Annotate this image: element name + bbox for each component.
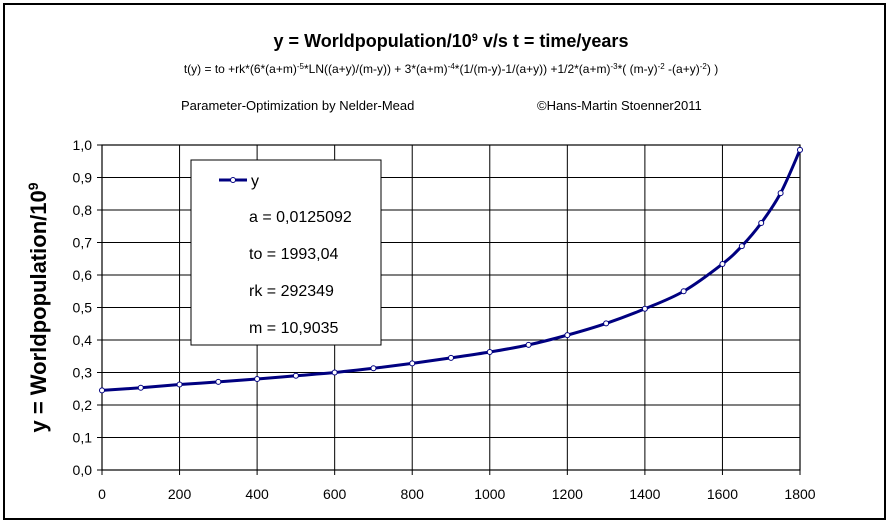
y-axis-label: y = Worldpopulation/109 [25, 182, 51, 432]
y-tick-label: 0,3 [73, 365, 93, 381]
data-point [719, 260, 726, 267]
data-point [254, 376, 261, 382]
subtitle-right: ©Hans-Martin Stoenner2011 [537, 98, 702, 113]
legend-param: to = 1993,04 [249, 246, 339, 263]
data-point [603, 320, 610, 327]
data-point [486, 349, 493, 356]
data-point [738, 243, 745, 250]
y-tick-label: 1,0 [73, 137, 93, 153]
chart-title: y = Worldpopulation/109 v/s t = time/yea… [274, 31, 629, 51]
data-point [99, 387, 105, 394]
x-tick-label: 1000 [474, 486, 505, 502]
data-point [448, 354, 454, 361]
legend-param: a = 0,0125092 [249, 209, 352, 226]
data-point [176, 381, 183, 388]
legend-param: m = 10,9035 [249, 320, 339, 337]
legend-param: rk = 292349 [249, 283, 334, 300]
x-tick-label: 1800 [784, 486, 815, 502]
y-tick-label: 0,2 [73, 397, 93, 413]
x-tick-label: 1400 [629, 486, 660, 502]
data-point [641, 305, 648, 312]
y-tick-label: 0,0 [73, 462, 93, 478]
formula-text: t(y) = to +rk*(6*(a+m)-5*LN((a+y)/(m-y))… [184, 62, 718, 77]
data-point [777, 190, 784, 197]
y-tick-label: 0,5 [73, 300, 93, 316]
x-tick-label: 600 [323, 486, 347, 502]
data-point [331, 369, 338, 376]
data-point [409, 360, 416, 367]
data-point [370, 365, 377, 372]
y-tick-label: 0,9 [73, 170, 93, 186]
y-tick-label: 0,6 [73, 267, 93, 283]
data-point [137, 384, 144, 391]
x-tick-label: 0 [98, 486, 106, 502]
data-point [525, 341, 532, 348]
legend: y a = 0,0125092 to = 1993,04 rk = 292349 m =… [190, 159, 382, 346]
data-point [564, 332, 571, 339]
x-tick-label: 1200 [552, 486, 583, 502]
x-tick-label: 400 [245, 486, 269, 502]
data-point [758, 220, 765, 226]
data-point [797, 146, 803, 153]
x-tick-label: 200 [168, 486, 192, 502]
legend-box [190, 159, 382, 346]
data-point [680, 288, 687, 295]
y-tick-label: 0,7 [73, 235, 93, 251]
legend-series-label: y [251, 173, 259, 190]
x-tick-label: 1600 [707, 486, 738, 502]
data-point [292, 372, 299, 379]
data-point [215, 378, 222, 385]
y-tick-label: 0,8 [73, 202, 93, 218]
y-tick-label: 0,1 [73, 430, 93, 446]
x-tick-label: 800 [401, 486, 425, 502]
y-tick-label: 0,4 [73, 332, 93, 348]
subtitle-left: Parameter-Optimization by Nelder-Mead [181, 98, 414, 113]
legend-swatch-marker [230, 177, 236, 183]
